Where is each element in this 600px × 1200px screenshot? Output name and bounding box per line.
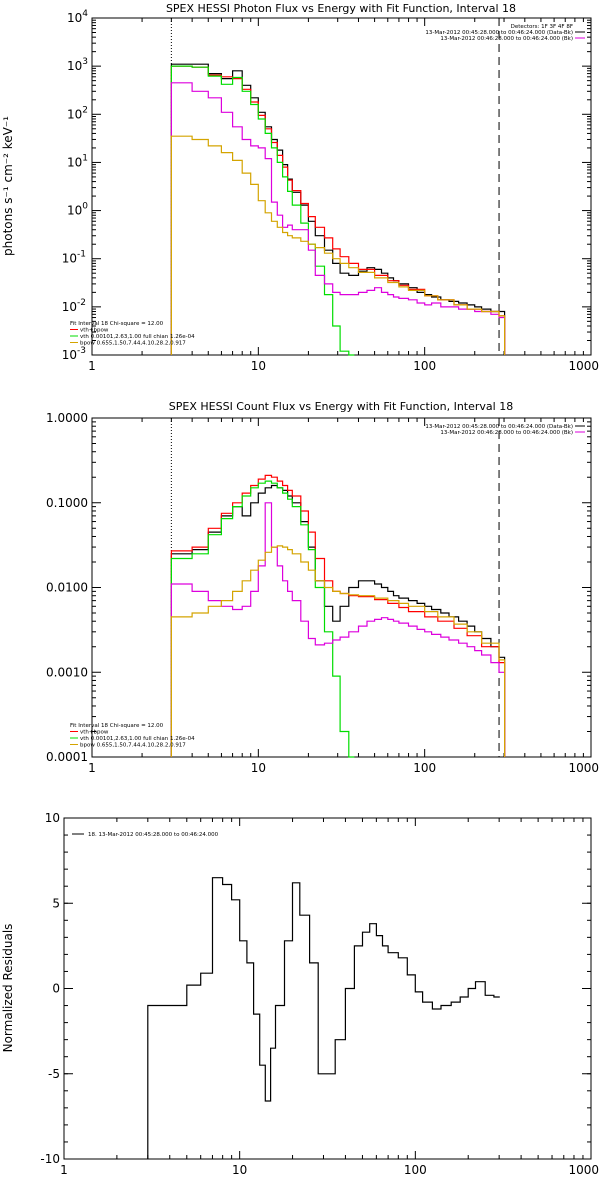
legend-entry: Fit Interval 18 Chi-square = 12.00 (70, 723, 164, 729)
count-flux-x-axis: 1 10 100 1000 (88, 418, 599, 775)
count-flux-y-axis: 0.0001 0.0010 0.0100 0.1000 1.0000 (46, 411, 591, 764)
series-bpow-line (170, 82, 506, 355)
photon-flux-x-axis: 1 10 100 1000 (88, 18, 599, 373)
y-tick-label: 10-2 (62, 298, 86, 314)
x-tick-label: 100 (413, 761, 436, 775)
series-vth-line (170, 480, 355, 758)
photon-flux-y-axis: 10-3 10-2 10-1 100 101 102 103 104 (62, 9, 591, 362)
legend-entry: Fit Interval 18 Chi-square = 12.00 (70, 321, 164, 327)
photon-flux-legend-bottom-left: Fit Interval 18 Chi-square = 12.00vth+bp… (70, 321, 195, 347)
residuals-plot-frame (63, 817, 592, 1160)
legend-entry: vth+bpow (80, 328, 109, 334)
y-tick-label: 1.0000 (46, 411, 88, 425)
x-tick-label: 1000 (568, 1163, 599, 1177)
y-tick-label: 10 (45, 811, 60, 825)
series-data-bk-line (170, 484, 506, 757)
count-flux-panel: SPEX HESSI Count Flux vs Energy with Fit… (46, 400, 599, 775)
count-flux-title: SPEX HESSI Count Flux vs Energy with Fit… (169, 400, 513, 413)
series-bpow-line (170, 502, 506, 757)
x-tick-label: 10 (251, 761, 266, 775)
legend-entry: 18. 13-Mar-2012 00:45:28.000 to 00:46:24… (88, 832, 219, 838)
residuals-panel: -10 -5 0 5 10 1 10 100 1000 18. 13-Mar-2012 00:… (1, 811, 599, 1177)
y-tick-label: 10-3 (62, 346, 86, 362)
y-tick-label: 10-1 (62, 250, 86, 266)
y-tick-label: 103 (67, 57, 88, 73)
residuals-x-axis: 1 10 100 1000 (60, 818, 599, 1177)
y-tick-label: 101 (67, 153, 88, 169)
series-vth-bpow-line (170, 474, 506, 757)
legend-entry: Detectors: 1F 3F 4F 8F (511, 24, 573, 30)
residuals-series (147, 877, 500, 1159)
x-tick-label: 100 (413, 359, 436, 373)
legend-entry: 13-Mar-2012 00:45:28.000 to 00:46:24.000… (425, 424, 573, 430)
y-tick-label: -10 (40, 1152, 60, 1166)
x-tick-label: 1000 (568, 761, 599, 775)
photon-flux-title: SPEX HESSI Photon Flux vs Energy with Fi… (166, 2, 516, 15)
count-flux-legend-top-right: 13-Mar-2012 00:45:28.000 to 00:46:24.000… (425, 424, 585, 436)
y-tick-label: 0.0010 (46, 665, 88, 679)
count-flux-series (170, 474, 506, 758)
legend-entry: vth 0.00101,2.63,1.00 full chian 1.26e-0… (80, 334, 195, 340)
count-flux-marker-lines (170, 418, 500, 757)
x-tick-label: 1 (60, 1163, 68, 1177)
legend-entry: vth 0.00101,2.63,1.00 full chian 1.26e-0… (80, 736, 195, 742)
y-tick-label: 0.0001 (46, 750, 88, 764)
y-tick-label: 5 (52, 896, 60, 910)
legend-entry: bpow 0.655,1.50,7.44,4.10,28.2,0.917 (80, 743, 186, 749)
x-tick-label: 10 (251, 359, 266, 373)
y-tick-label: 102 (67, 105, 88, 121)
legend-entry: 13-Mar-2012 00:46:28.000 to 00:46:24.000… (440, 36, 573, 42)
x-tick-label: 1000 (568, 359, 599, 373)
y-tick-label: 0 (52, 982, 60, 996)
series-bpow-component-line (170, 135, 506, 355)
legend-entry: 13-Mar-2012 00:46:28.000 to 00:46:24.000… (440, 430, 573, 436)
residuals-legend: 18. 13-Mar-2012 00:45:28.000 to 00:46:24… (72, 832, 219, 838)
photon-flux-y-label: photons s⁻¹ cm⁻² keV⁻¹ (1, 116, 15, 256)
x-tick-label: 1 (88, 359, 96, 373)
photon-flux-plot-frame (91, 17, 592, 356)
legend-entry: 13-Mar-2012 00:45:28.000 to 00:46:24.000… (425, 30, 573, 36)
y-tick-label: -5 (48, 1067, 60, 1081)
y-tick-label: 100 (67, 202, 88, 218)
y-tick-label: 0.0100 (46, 581, 88, 595)
legend-entry: vth+bpow (80, 730, 109, 736)
photon-flux-panel: SPEX HESSI Photon Flux vs Energy with Fi… (1, 2, 599, 373)
residuals-y-axis: -10 -5 0 5 10 (40, 811, 591, 1166)
series-18-13-mar-2012-00-45-28-000-to-00-46-24-000-line (147, 877, 500, 1159)
series-bpow-component-line (170, 545, 506, 757)
count-flux-plot-frame (91, 417, 592, 758)
x-tick-label: 1 (88, 761, 96, 775)
series-data-bk-line (170, 63, 506, 355)
legend-entry: bpow 0.655,1.50,7.44,4.10,28.2,0.917 (80, 341, 186, 347)
y-tick-label: 0.1000 (46, 496, 88, 510)
y-tick-label: 104 (67, 9, 88, 25)
photon-flux-series (170, 63, 506, 356)
x-tick-label: 100 (404, 1163, 427, 1177)
photon-flux-marker-lines (170, 18, 500, 355)
count-flux-legend-bottom-left: Fit Interval 18 Chi-square = 12.00vth+bp… (70, 723, 195, 749)
residuals-y-label: Normalized Residuals (1, 924, 15, 1053)
x-tick-label: 10 (232, 1163, 247, 1177)
series-vth-line (170, 65, 355, 356)
